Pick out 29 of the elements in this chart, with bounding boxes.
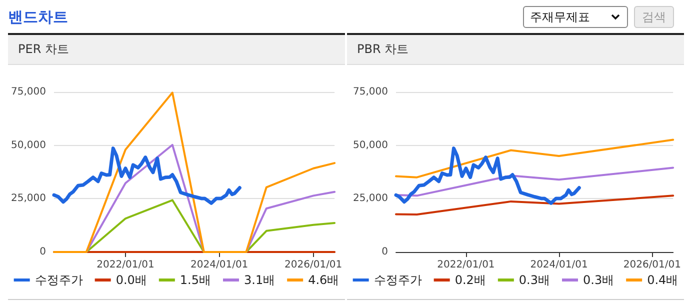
legend-label: 수정주가 [374, 273, 422, 287]
legend-label: 0.2배 [454, 273, 486, 287]
y-tick-label: 50,000 [353, 140, 388, 151]
y-tick-label: 0 [40, 246, 46, 258]
x-tick-label: 2022/01/01 [96, 260, 154, 270]
legend-label: 0.4배 [647, 273, 678, 287]
x-tick-label: 2022/01/01 [437, 260, 495, 270]
y-tick-label: 25,000 [10, 193, 46, 204]
y-tick-label: 0 [382, 246, 388, 258]
legend-label: 1.5배 [180, 273, 212, 287]
x-tick-label: 2026/01/01 [623, 260, 681, 270]
y-tick-label: 25,000 [353, 193, 388, 204]
x-tick-label: 2024/01/01 [530, 260, 588, 270]
legend-label: 0.3배 [518, 273, 550, 287]
text: 밴드차트 [8, 8, 68, 27]
legend-label: 4.6배 [308, 273, 340, 287]
y-tick-label: 75,000 [353, 86, 388, 98]
chart-title: PBR 차트 [347, 35, 684, 65]
legend-label: 0.3배 [583, 273, 614, 287]
legend-label: 0.0배 [116, 273, 147, 287]
text: 주재무제표 [523, 6, 628, 28]
x-tick-label: 2024/01/01 [190, 260, 248, 270]
y-tick-label: 75,000 [10, 86, 46, 98]
y-tick-label: 50,000 [10, 140, 46, 151]
chart-title: PER 차트 [8, 35, 345, 65]
x-tick-label: 2026/01/01 [284, 260, 342, 270]
text: 검색 [634, 6, 674, 28]
legend-label: 수정주가 [34, 273, 83, 287]
legend-label: 3.1배 [244, 273, 276, 287]
